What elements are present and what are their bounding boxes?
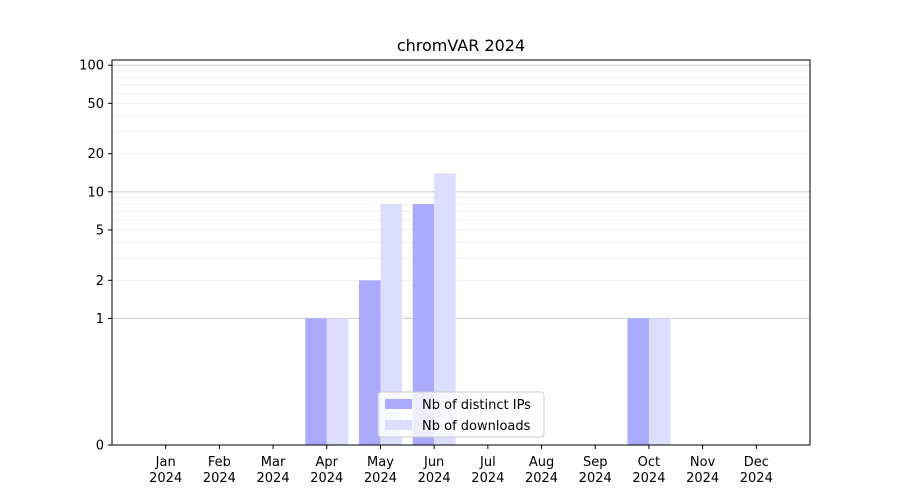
legend-swatch xyxy=(385,399,412,409)
x-tick-label-year: 2024 xyxy=(525,471,558,486)
x-tick-label-year: 2024 xyxy=(310,471,343,486)
y-tick-label: 100 xyxy=(79,59,104,74)
legend-swatch xyxy=(385,420,412,430)
legend-label: Nb of distinct IPs xyxy=(422,398,531,413)
x-tick-label: Mar xyxy=(261,455,286,470)
y-tick-label: 2 xyxy=(96,274,104,289)
legend-label: Nb of downloads xyxy=(422,419,531,434)
x-tick-label-year: 2024 xyxy=(740,471,773,486)
legend-box xyxy=(377,391,545,438)
grid-lines xyxy=(112,64,810,319)
axes: 0125102050100Jan2024Feb2024Mar2024Apr202… xyxy=(79,59,811,486)
x-tick-label: Jun xyxy=(423,455,444,470)
x-tick-label-year: 2024 xyxy=(579,471,612,486)
x-tick-label-year: 2024 xyxy=(686,471,719,486)
x-tick-label-year: 2024 xyxy=(364,471,397,486)
chart-title: chromVAR 2024 xyxy=(397,36,525,55)
x-tick-label: Oct xyxy=(638,455,660,470)
x-tick-label: Jan xyxy=(155,455,176,470)
x-tick-label-year: 2024 xyxy=(203,471,236,486)
x-tick-label-year: 2024 xyxy=(632,471,665,486)
plot-frame xyxy=(111,59,811,446)
legend: Nb of distinct IPs Nb of downloads xyxy=(377,391,545,438)
x-tick-label-year: 2024 xyxy=(257,471,290,486)
x-tick-label: Nov xyxy=(690,455,716,470)
bar xyxy=(434,173,456,445)
bar xyxy=(358,280,381,445)
bar xyxy=(412,204,435,445)
y-tick-label: 10 xyxy=(87,185,104,200)
x-tick-label-year: 2024 xyxy=(149,471,182,486)
x-tick-label: Feb xyxy=(208,455,231,470)
x-tick-label: Aug xyxy=(529,455,554,470)
x-tick-label-year: 2024 xyxy=(418,471,451,486)
y-tick-label: 0 xyxy=(96,439,104,454)
x-tick-label: Sep xyxy=(583,455,608,470)
y-tick-label: 20 xyxy=(87,147,104,162)
x-tick-label: Jul xyxy=(479,455,496,470)
y-tick-label: 1 xyxy=(96,312,104,327)
bars xyxy=(305,173,671,445)
x-tick-label: Apr xyxy=(316,455,339,470)
y-tick-label: 5 xyxy=(96,223,104,238)
bar xyxy=(305,318,327,445)
x-tick-label-year: 2024 xyxy=(471,471,504,486)
bar xyxy=(627,318,649,445)
bar xyxy=(326,318,349,445)
y-tick-label: 50 xyxy=(87,97,104,112)
x-tick-label: May xyxy=(367,455,394,470)
x-tick-label: Dec xyxy=(744,455,769,470)
bar xyxy=(380,204,402,445)
bar xyxy=(648,318,671,445)
